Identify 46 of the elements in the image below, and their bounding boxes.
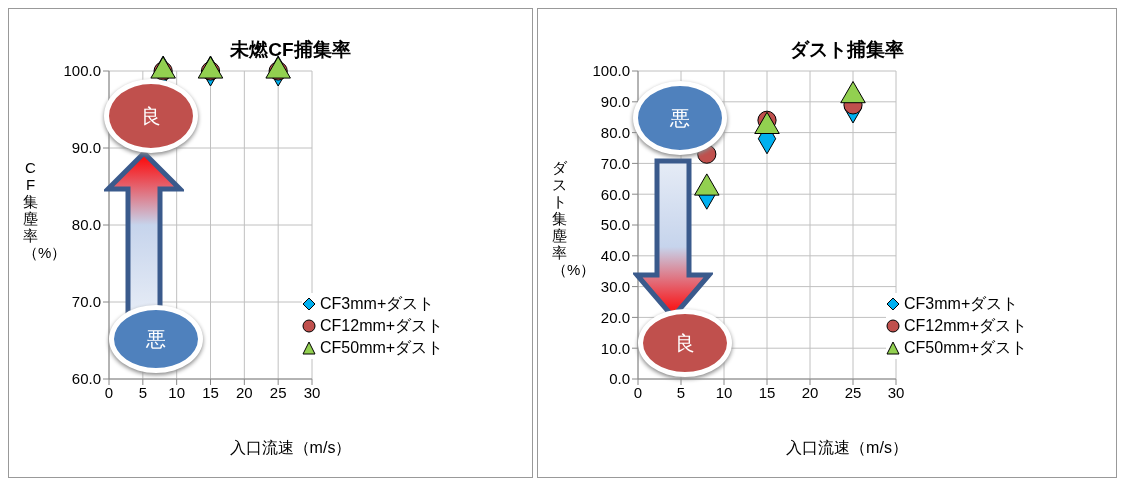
legend-label: CF50mm+ダスト — [320, 338, 444, 358]
y-axis-title: CF集塵率（%） — [23, 159, 67, 261]
x-tick-label: 5 — [138, 383, 148, 401]
y-tick-label: 60.0 — [600, 185, 630, 203]
chart-title: ダスト捕集率 — [789, 38, 905, 62]
x-tick-label: 15 — [202, 383, 219, 401]
legend-label: CF50mm+ダスト — [904, 338, 1028, 358]
x-tick-label: 0 — [104, 383, 114, 401]
y-tick-label: 30.0 — [600, 277, 630, 295]
y-tick-label: 90.0 — [600, 93, 630, 111]
x-tick-label: 20 — [801, 383, 819, 401]
y-tick-label: 100.0 — [63, 62, 101, 80]
legend-label: CF12mm+ダスト — [320, 316, 444, 336]
y-axis-title: ダスト集塵率（%） — [552, 159, 596, 278]
y-tick-label: 90.0 — [71, 139, 101, 157]
y-tick-label: 70.0 — [600, 154, 630, 172]
chart-title: 未燃CF捕集率 — [229, 38, 352, 62]
y-tick-label: 70.0 — [71, 293, 101, 311]
annotation: 悪 — [145, 327, 167, 352]
y-tick-label: 60.0 — [71, 370, 101, 388]
x-tick-label: 0 — [633, 383, 643, 401]
y-tick-label: 20.0 — [600, 308, 630, 326]
y-tick-label: 10.0 — [600, 339, 630, 357]
x-tick-label: 10 — [168, 383, 186, 401]
annotation: 良 — [140, 104, 162, 129]
legend-label: CF12mm+ダスト — [904, 316, 1028, 336]
legend-label: CF3mm+ダスト — [904, 294, 1019, 314]
x-tick-label: 25 — [269, 383, 287, 401]
annotation: 良 — [674, 331, 696, 356]
y-tick-label: 40.0 — [600, 247, 630, 265]
y-tick-label: 80.0 — [71, 216, 101, 234]
y-tick-label: 50.0 — [600, 216, 630, 234]
x-tick-label: 20 — [235, 383, 253, 401]
legend-label: CF3mm+ダスト — [320, 294, 435, 314]
x-tick-label: 15 — [758, 383, 776, 401]
x-axis-title: 入口流速（m/s） — [228, 438, 353, 458]
x-tick-label: 30 — [303, 383, 321, 401]
x-tick-label: 5 — [676, 383, 686, 401]
x-axis-title: 入口流速（m/s） — [785, 438, 909, 458]
x-tick-label: 30 — [887, 383, 905, 401]
y-tick-label: 100.0 — [592, 62, 630, 80]
y-tick-label: 0.0 — [609, 370, 630, 388]
annotation: 悪 — [669, 106, 691, 131]
x-tick-label: 10 — [715, 383, 733, 401]
x-tick-label: 25 — [844, 383, 862, 401]
y-tick-label: 80.0 — [600, 123, 630, 141]
